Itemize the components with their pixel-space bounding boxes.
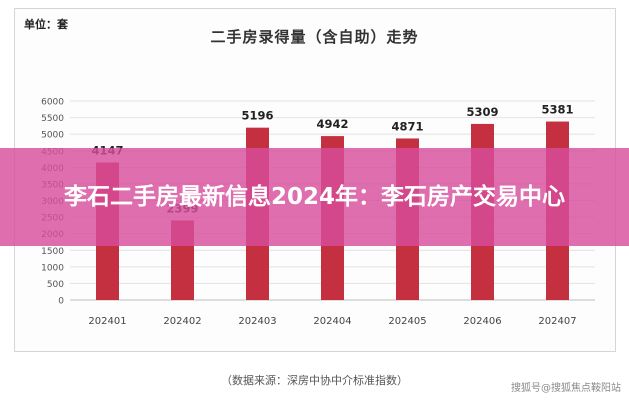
y-tick-label: 5500 xyxy=(41,114,64,124)
y-tick-label: 1500 xyxy=(41,247,64,257)
y-tick-label: 6000 xyxy=(41,98,64,108)
y-tick-label: 500 xyxy=(47,280,64,290)
x-tick-layer: 202401 202402 202403 202404 202405 202406 2024… xyxy=(88,316,576,327)
x-tick-label: 202404 xyxy=(313,316,351,327)
watermark: 搜狐号@搜狐焦点鞍阳站 xyxy=(511,383,621,394)
overlay-title: 李石二手房最新信息2024年：李石房产交易中心 xyxy=(63,183,565,210)
y-tick-label: 5000 xyxy=(41,131,64,141)
x-tick-label: 202406 xyxy=(463,316,501,327)
x-tick-label: 202407 xyxy=(538,316,576,327)
unit-label: 单位：套 xyxy=(24,18,68,31)
data-label: 5309 xyxy=(466,105,498,119)
data-label: 5381 xyxy=(541,103,573,117)
source-note: （数据来源：深房中协中介标准指数） xyxy=(221,374,408,387)
y-tick-label: 1000 xyxy=(41,263,64,273)
x-tick-label: 202403 xyxy=(238,316,276,327)
data-label: 5196 xyxy=(241,109,273,123)
chart-title: 二手房录得量（含自助）走势 xyxy=(210,28,419,46)
y-tick-label: 0 xyxy=(58,297,64,307)
x-tick-label: 202405 xyxy=(388,316,426,327)
overlay-banner: 李石二手房最新信息2024年：李石房产交易中心 xyxy=(0,148,629,246)
x-tick-label: 202402 xyxy=(163,316,201,327)
data-label: 4942 xyxy=(316,117,348,131)
data-label: 4871 xyxy=(391,119,423,133)
x-tick-label: 202401 xyxy=(88,316,126,327)
